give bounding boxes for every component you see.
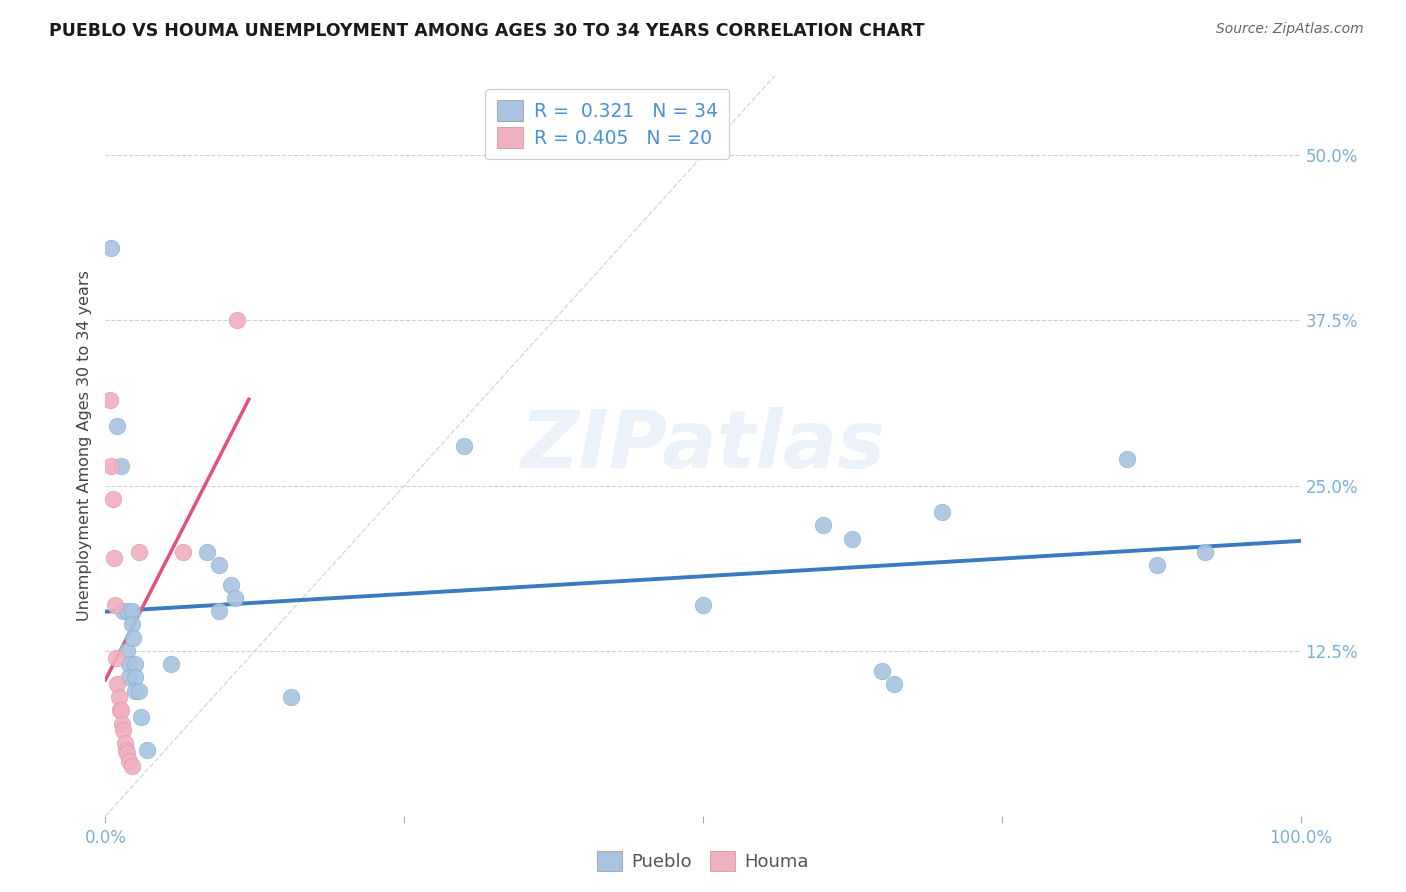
Point <box>1146 558 1168 572</box>
Point <box>872 664 894 678</box>
Point <box>136 743 159 757</box>
Point <box>124 670 146 684</box>
Text: PUEBLO VS HOUMA UNEMPLOYMENT AMONG AGES 30 TO 34 YEARS CORRELATION CHART: PUEBLO VS HOUMA UNEMPLOYMENT AMONG AGES … <box>49 22 925 40</box>
Point <box>219 578 242 592</box>
Point <box>280 690 302 705</box>
Point <box>841 532 863 546</box>
Point <box>128 683 150 698</box>
Point <box>100 458 122 473</box>
Point <box>931 505 953 519</box>
Point <box>115 604 138 618</box>
Point <box>118 657 141 672</box>
Point <box>107 690 129 705</box>
Point <box>108 703 131 717</box>
Text: ZIPatlas: ZIPatlas <box>520 407 886 485</box>
Point <box>883 677 905 691</box>
Point <box>172 545 194 559</box>
Point <box>1194 545 1216 559</box>
Point <box>224 591 246 605</box>
Point <box>107 419 129 434</box>
Point <box>1116 452 1139 467</box>
Point <box>195 545 218 559</box>
Point <box>101 491 124 506</box>
Point <box>110 703 132 717</box>
Point <box>121 759 143 773</box>
Point <box>112 604 135 618</box>
Point <box>107 677 129 691</box>
Point <box>111 716 134 731</box>
Point <box>100 241 122 255</box>
Point <box>121 617 143 632</box>
Point <box>453 439 475 453</box>
Point <box>225 313 249 327</box>
Point <box>122 631 145 645</box>
Point <box>115 746 138 760</box>
Point <box>208 558 231 572</box>
Point <box>124 683 146 698</box>
Point <box>118 754 141 768</box>
Point <box>692 598 714 612</box>
Point <box>115 644 138 658</box>
Text: Source: ZipAtlas.com: Source: ZipAtlas.com <box>1216 22 1364 37</box>
Point <box>103 551 125 566</box>
Point <box>118 670 141 684</box>
Point <box>104 598 127 612</box>
Point <box>112 723 135 738</box>
Point <box>121 604 143 618</box>
Point <box>114 736 136 750</box>
Y-axis label: Unemployment Among Ages 30 to 34 years: Unemployment Among Ages 30 to 34 years <box>77 270 93 622</box>
Point <box>128 545 150 559</box>
Point <box>114 743 136 757</box>
Point <box>124 657 146 672</box>
Point <box>811 518 834 533</box>
Point <box>105 650 128 665</box>
Point <box>160 657 183 672</box>
Point <box>98 392 121 407</box>
Point <box>110 458 132 473</box>
Legend: Pueblo, Houma: Pueblo, Houma <box>591 844 815 879</box>
Point <box>208 604 231 618</box>
Point <box>129 710 153 724</box>
Legend: R =  0.321   N = 34, R = 0.405   N = 20: R = 0.321 N = 34, R = 0.405 N = 20 <box>485 89 730 159</box>
